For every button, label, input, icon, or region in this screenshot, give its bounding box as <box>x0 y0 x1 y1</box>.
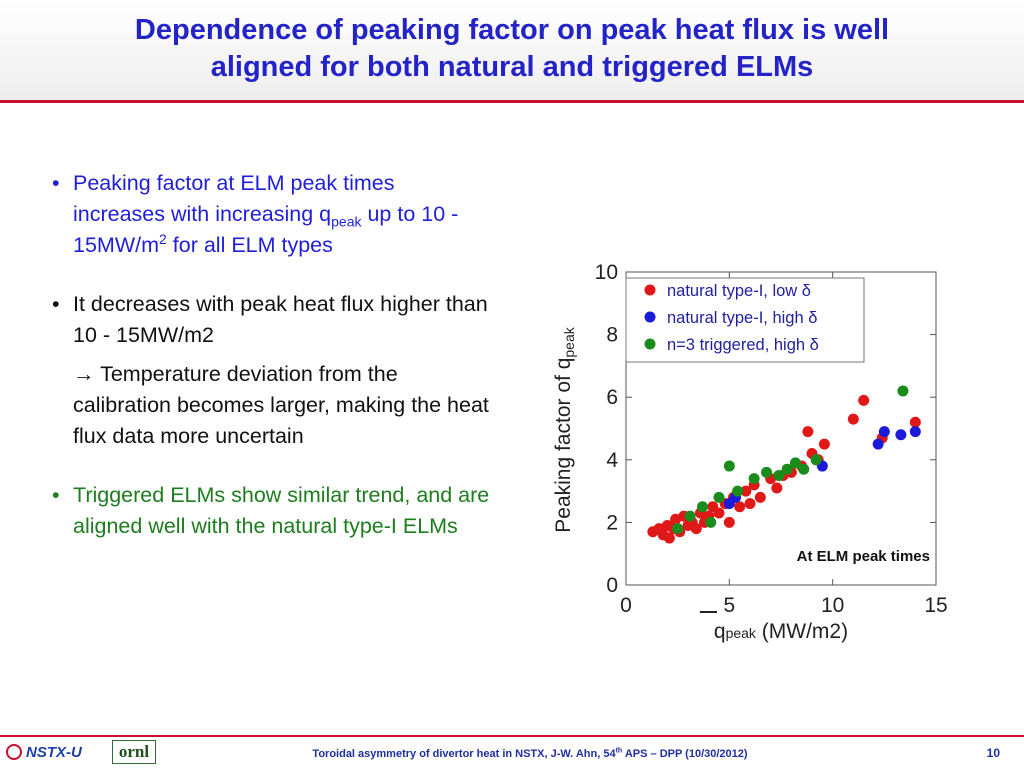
bullet-text: for all ELM types <box>166 233 333 257</box>
legend: natural type-I, low δ natural type-I, hig… <box>625 277 865 363</box>
bullet-peaking-factor: • Peaking factor at ELM peak times incre… <box>52 168 492 261</box>
data-point <box>690 523 702 535</box>
ornl-logo: ornl <box>112 740 156 764</box>
data-point <box>771 482 783 494</box>
x-axis-label-unit: (MW/m2) <box>756 620 848 643</box>
bullet-subpoint: → Temperature deviation from the calibra… <box>73 359 492 452</box>
title-bar: Dependence of peaking factor on peak hea… <box>0 0 1024 103</box>
slide-title: Dependence of peaking factor on peak hea… <box>20 12 1004 86</box>
data-points <box>647 385 921 544</box>
x-axis-label: qpeak (MW/m2) <box>700 611 848 643</box>
bullet-text: Peaking factor at ELM peak times increas… <box>73 171 395 226</box>
data-point <box>897 385 909 397</box>
data-point <box>810 454 822 466</box>
x-tick-label: 10 <box>821 594 844 617</box>
data-point <box>663 532 675 544</box>
data-point <box>878 426 890 438</box>
legend-box <box>625 277 865 363</box>
bullet-text: It decreases with peak heat flux higher … <box>73 292 488 347</box>
data-point <box>696 501 708 513</box>
legend-label: n=3 triggered, high δ <box>667 336 819 354</box>
legend-label: natural type-I, low δ <box>667 282 811 300</box>
bullet-dot: • <box>52 292 60 316</box>
footer-citation-part1: Toroidal asymmetry of divertor heat in N… <box>312 748 616 760</box>
data-point <box>744 498 756 510</box>
plot-frame <box>625 271 937 586</box>
page-number: 10 <box>986 746 1000 760</box>
y-tick-label: 6 <box>606 386 618 409</box>
bullet-text: up to 10 - 15MW/m <box>73 202 459 257</box>
bullet-decrease: • It decreases with peak heat flux highe… <box>52 289 492 452</box>
arrow-icon: → <box>73 362 95 386</box>
y-tick-label: 0 <box>606 574 618 597</box>
data-point <box>909 416 921 428</box>
data-point <box>684 510 696 522</box>
footer-citation: Toroidal asymmetry of divertor heat in N… <box>230 747 830 760</box>
slide-title-line2: aligned for both natural and triggered E… <box>210 51 814 83</box>
bullet-text: Triggered ELMs show similar trend, and a… <box>73 483 490 538</box>
data-point <box>754 491 766 503</box>
data-point <box>761 466 773 478</box>
legend-marker <box>644 311 656 323</box>
chart-annotation: At ELM peak times <box>797 548 930 565</box>
data-point <box>781 463 793 475</box>
footer-citation-sup: th <box>615 747 623 755</box>
data-point <box>705 516 717 528</box>
y-axis-label-text: Peaking factor of q <box>552 358 575 533</box>
data-point <box>798 463 810 475</box>
data-point <box>740 485 752 497</box>
legend-items: natural type-I, low δ natural type-I, hig… <box>644 282 819 354</box>
svg-text:qpeak (MW/m2): qpeak (MW/m2) <box>714 620 848 643</box>
data-point <box>818 438 830 450</box>
data-point <box>909 426 921 438</box>
data-point <box>872 438 884 450</box>
svg-text:Peaking factor of qpeak: Peaking factor of qpeak <box>552 326 577 532</box>
data-point <box>847 413 859 425</box>
data-point <box>802 426 814 438</box>
slide-title-line1: Dependence of peaking factor on peak hea… <box>134 14 890 46</box>
bullet-superscript: 2 <box>159 230 167 247</box>
bullet-dot: • <box>52 171 60 195</box>
data-point <box>672 523 684 535</box>
y-axis-label-sub: peak <box>561 326 577 357</box>
data-point <box>723 516 735 528</box>
legend-marker <box>644 284 656 296</box>
x-axis-label-sub: peak <box>726 625 757 641</box>
data-point <box>732 485 744 497</box>
y-tick-label: 2 <box>606 511 618 534</box>
y-tick-label: 4 <box>606 449 618 472</box>
data-point <box>858 394 870 406</box>
data-point <box>713 491 725 503</box>
axis-ticks: 0 5 10 15 0 2 4 6 8 10 <box>595 261 948 617</box>
footer-citation-part2: APS – DPP (10/30/2012) <box>622 748 748 760</box>
x-tick-label: 0 <box>620 594 632 617</box>
data-point <box>773 469 785 481</box>
bullet-triggered: • Triggered ELMs show similar trend, and… <box>52 480 492 542</box>
data-point <box>734 501 746 513</box>
bullet-subscript: peak <box>331 213 362 230</box>
bullet-subpoint-text: Temperature deviation from the calibrati… <box>73 362 489 448</box>
legend-marker <box>644 338 656 350</box>
data-point <box>789 457 801 469</box>
data-point <box>670 513 682 525</box>
footer-divider <box>0 735 1024 737</box>
footer: NSTX-U ornl Toroidal asymmetry of divert… <box>0 737 1024 768</box>
y-tick-label: 10 <box>595 261 618 284</box>
x-tick-label: 15 <box>924 594 947 617</box>
data-point <box>713 507 725 519</box>
bullet-dot: • <box>52 483 60 507</box>
data-point <box>723 460 735 472</box>
nstx-logo: NSTX-U <box>6 742 82 762</box>
nstx-logo-text: NSTX-U <box>26 743 82 761</box>
legend-label: natural type-I, high δ <box>667 309 817 327</box>
x-tick-label: 5 <box>723 594 735 617</box>
data-point <box>748 473 760 485</box>
data-point <box>895 429 907 441</box>
y-tick-label: 8 <box>606 324 618 347</box>
x-axis-label-text: q <box>714 620 726 643</box>
bullet-list: • Peaking factor at ELM peak times incre… <box>52 168 492 542</box>
nstx-logo-icon <box>6 744 22 760</box>
y-axis-label: Peaking factor of qpeak <box>552 326 577 532</box>
